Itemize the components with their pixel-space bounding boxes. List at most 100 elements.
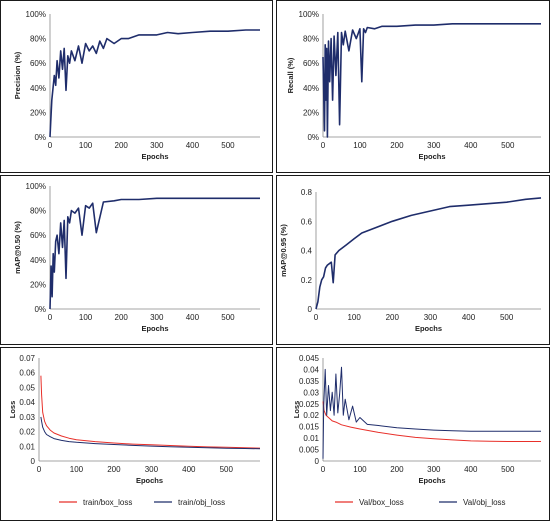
y-tick-label: 60%	[30, 59, 46, 68]
chart-precision: 0% 20% 40% 60% 80% 100% 0 100 200 300 400 500 Epochs…	[13, 10, 260, 161]
y-axis-title: Loss	[292, 401, 301, 419]
x-tick-label: 200	[115, 313, 129, 322]
chart-panel-map95: 0 0.2 0.4 0.6 0.8 0 100 200 300 400 500 Epochs mAP@0…	[276, 175, 550, 345]
y-tick-label: 0.05	[19, 383, 35, 392]
series-line-0	[322, 401, 541, 442]
y-tick-label: 0.07	[19, 354, 35, 363]
x-tick-label: 100	[79, 141, 93, 150]
x-tick-label: 0	[48, 141, 53, 150]
y-axis-title: Precision (%)	[13, 51, 22, 99]
x-tick-label: 0	[48, 313, 53, 322]
x-tick-label: 500	[221, 313, 235, 322]
x-tick-label: 500	[220, 465, 234, 474]
x-tick-label: 400	[186, 141, 200, 150]
x-tick-label: 0	[314, 313, 319, 322]
y-tick-label: 20%	[30, 280, 46, 289]
y-tick-label: 0.6	[301, 217, 313, 226]
y-axis-title: mAP@0.95 (%)	[279, 224, 288, 277]
x-tick-label: 200	[115, 141, 129, 150]
series-line-0	[40, 375, 261, 449]
legend-label: Val/obj_loss	[463, 498, 506, 507]
series-line-0	[322, 22, 541, 138]
y-tick-label: 60%	[30, 231, 46, 240]
y-tick-label: 0.02	[303, 411, 319, 420]
y-tick-label: 80%	[30, 35, 46, 44]
y-tick-label: 0	[315, 457, 320, 466]
x-axis-title: Epochs	[415, 324, 442, 333]
y-tick-label: 40%	[303, 84, 319, 93]
y-tick-label: 0.06	[19, 369, 35, 378]
y-tick-label: 0.025	[299, 400, 320, 409]
chart-panel-recall: 0% 20% 40% 60% 80% 100% 0 100 200 300 400 500 Epochs…	[276, 0, 550, 173]
y-tick-label: 0%	[34, 133, 46, 142]
x-axis-title: Epochs	[141, 324, 168, 333]
y-tick-label: 0	[308, 305, 313, 314]
y-tick-label: 0.03	[303, 388, 319, 397]
x-axis-title: Epochs	[141, 152, 168, 161]
chart-panel-val-loss: 0 0.005 0.01 0.015 0.02 0.025 0.03 0.035 0.04 0.0…	[276, 347, 550, 521]
y-tick-label: 0.8	[301, 188, 313, 197]
series-line-0	[49, 197, 260, 310]
x-tick-label: 200	[386, 313, 400, 322]
y-tick-label: 40%	[30, 256, 46, 265]
y-tick-label: 0%	[307, 133, 319, 142]
y-tick-label: 100%	[26, 182, 46, 191]
x-axis-title: Epochs	[418, 152, 445, 161]
x-tick-label: 300	[427, 141, 441, 150]
chart-panel-precision: 0% 20% 40% 60% 80% 100% 0 100 200 300 400 500 Epochs…	[0, 0, 273, 173]
x-tick-label: 100	[353, 465, 367, 474]
series-line-1	[322, 366, 541, 459]
x-tick-label: 100	[79, 313, 93, 322]
chart-panel-train-loss: 0 0.01 0.02 0.03 0.04 0.05 0.06 0.07 0 100 200 300 4…	[0, 347, 273, 521]
y-tick-label: 0.4	[301, 247, 313, 256]
y-tick-label: 80%	[303, 35, 319, 44]
y-tick-label: 0.04	[19, 398, 35, 407]
chart-map50: 0% 20% 40% 60% 80% 100% 0 100 200 300 400 500 Epochs…	[13, 182, 260, 333]
x-tick-label: 100	[347, 313, 361, 322]
y-axis-title: mAP@0.50 (%)	[13, 221, 22, 274]
y-tick-label: 0.02	[19, 428, 35, 437]
y-tick-label: 0	[31, 457, 36, 466]
y-tick-label: 20%	[30, 108, 46, 117]
chart-panel-map50: 0% 20% 40% 60% 80% 100% 0 100 200 300 400 500 Epochs…	[0, 175, 273, 345]
series-line-1	[40, 416, 261, 450]
y-tick-label: 100%	[26, 10, 46, 19]
y-tick-label: 40%	[30, 84, 46, 93]
chart-map95: 0 0.2 0.4 0.6 0.8 0 100 200 300 400 500 Epochs mAP@0…	[279, 188, 542, 333]
x-axis-title: Epochs	[136, 476, 163, 485]
series-line-0	[49, 29, 260, 138]
chart-train-loss: 0 0.01 0.02 0.03 0.04 0.05 0.06 0.07 0 100 200 300 4…	[8, 354, 261, 507]
chart-val-loss: 0 0.005 0.01 0.015 0.02 0.025 0.03 0.035 0.04 0.0…	[292, 354, 541, 507]
y-tick-label: 0.01	[303, 434, 319, 443]
x-tick-label: 200	[107, 465, 121, 474]
legend-label: Val/box_loss	[359, 498, 404, 507]
y-tick-label: 80%	[30, 207, 46, 216]
y-tick-label: 0.2	[301, 276, 313, 285]
x-tick-label: 200	[390, 141, 404, 150]
x-tick-label: 400	[462, 313, 476, 322]
x-tick-label: 500	[501, 465, 515, 474]
x-tick-label: 500	[221, 141, 235, 150]
y-tick-label: 0.015	[299, 423, 320, 432]
y-tick-label: 0%	[34, 305, 46, 314]
x-tick-label: 500	[500, 313, 514, 322]
x-tick-label: 400	[182, 465, 196, 474]
x-tick-label: 300	[427, 465, 441, 474]
x-tick-label: 0	[321, 141, 326, 150]
y-axis-title: Loss	[8, 401, 17, 419]
x-tick-label: 400	[186, 313, 200, 322]
y-tick-label: 0.01	[19, 442, 35, 451]
y-tick-label: 100%	[299, 10, 319, 19]
y-tick-label: 0.04	[303, 365, 319, 374]
x-tick-label: 300	[145, 465, 159, 474]
x-tick-label: 100	[70, 465, 84, 474]
y-tick-label: 60%	[303, 59, 319, 68]
x-tick-label: 500	[501, 141, 515, 150]
x-tick-label: 300	[150, 313, 164, 322]
y-axis-title: Recall (%)	[286, 57, 295, 93]
x-tick-label: 400	[464, 141, 478, 150]
x-tick-label: 200	[390, 465, 404, 474]
x-axis-title: Epochs	[418, 476, 445, 485]
x-tick-label: 300	[150, 141, 164, 150]
x-tick-label: 100	[353, 141, 367, 150]
